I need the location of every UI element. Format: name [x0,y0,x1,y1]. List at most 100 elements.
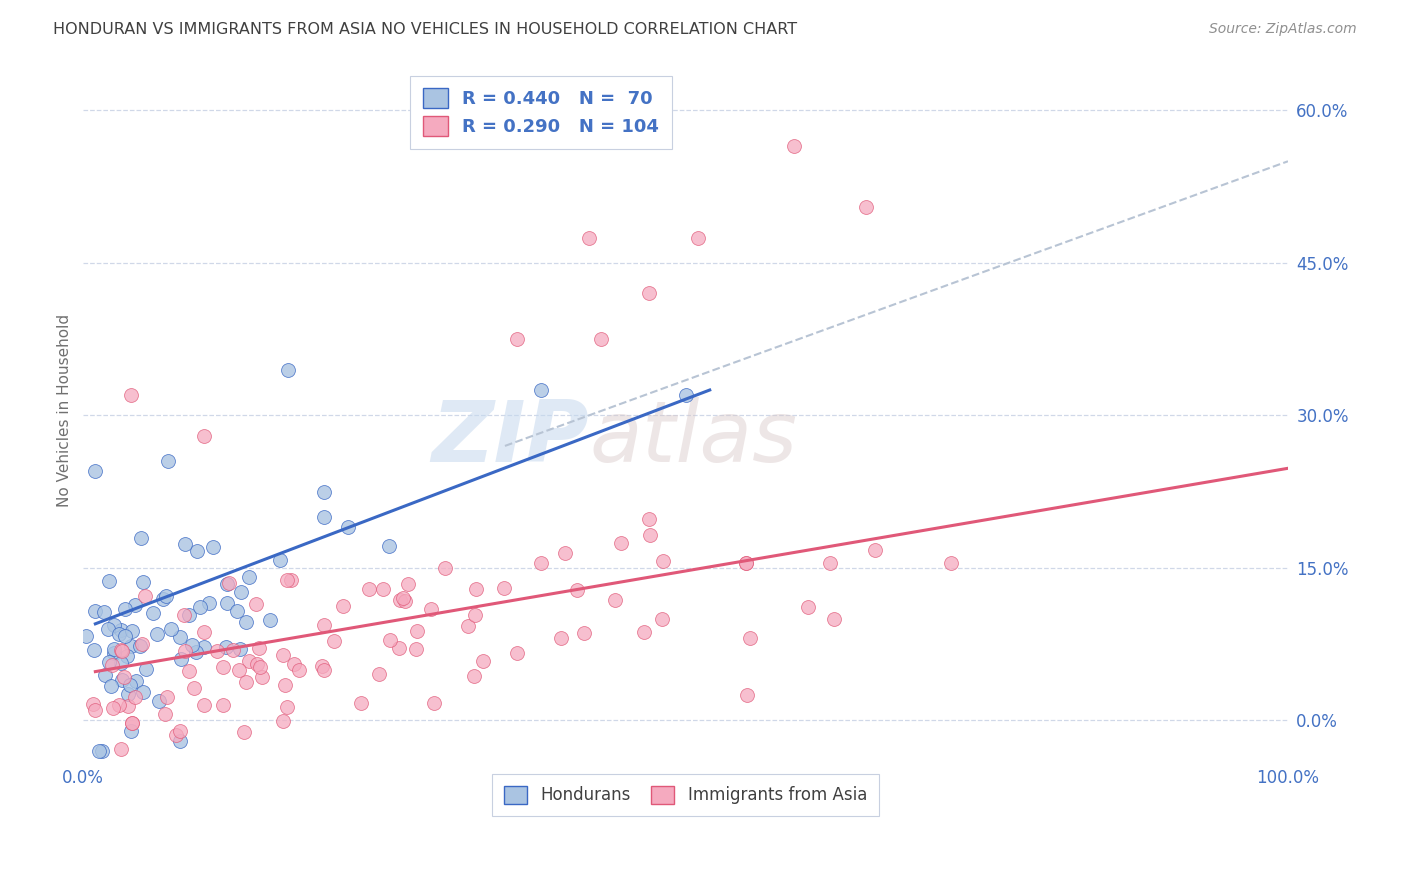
Point [132,685,155,699]
Point [87,744,110,758]
Point [156,454,179,468]
Point [103,642,125,657]
Point [939,556,962,570]
Point [232,724,254,739]
Text: HONDURAN VS IMMIGRANTS FROM ASIA NO VEHICLES IN HOUSEHOLD CORRELATION CHART: HONDURAN VS IMMIGRANTS FROM ASIA NO VEHI… [53,22,797,37]
Point [121,715,143,730]
Point [177,665,200,679]
Point [420,602,443,616]
Point [93,605,115,619]
Point [235,675,257,690]
Point [103,646,125,660]
Text: atlas: atlas [589,397,797,480]
Point [377,539,399,553]
Point [311,659,333,673]
Point [464,608,486,623]
Point [222,643,245,657]
Point [357,582,380,597]
Point [193,698,215,712]
Text: Source: ZipAtlas.com: Source: ZipAtlas.com [1209,22,1357,37]
Point [271,714,294,728]
Point [174,537,197,551]
Point [274,678,297,692]
Point [84,703,107,717]
Point [186,544,208,558]
Point [238,654,260,668]
Point [114,602,136,616]
Point [457,619,479,633]
Point [107,698,129,713]
Point [170,652,193,666]
Point [276,574,298,588]
Point [389,593,412,607]
Point [135,662,157,676]
Point [160,622,183,636]
Point [277,362,299,376]
Point [82,697,104,711]
Point [148,694,170,708]
Point [603,592,626,607]
Point [214,640,236,654]
Point [129,531,152,545]
Point [229,584,252,599]
Point [211,698,233,712]
Point [506,646,529,660]
Point [111,644,134,658]
Legend: Hondurans, Immigrants from Asia: Hondurans, Immigrants from Asia [492,774,879,816]
Point [740,631,762,645]
Point [350,696,373,710]
Point [550,631,572,645]
Point [463,669,485,683]
Point [235,615,257,629]
Point [124,598,146,612]
Point [153,706,176,721]
Point [193,640,215,654]
Point [405,624,427,638]
Point [238,570,260,584]
Point [610,536,633,550]
Point [863,543,886,558]
Point [371,582,394,596]
Point [100,679,122,693]
Point [181,638,204,652]
Point [169,733,191,747]
Point [675,388,697,402]
Point [198,596,221,610]
Point [103,617,125,632]
Point [572,625,595,640]
Point [179,607,201,622]
Point [783,139,806,153]
Point [115,648,138,663]
Point [423,696,446,710]
Point [152,592,174,607]
Point [146,627,169,641]
Point [156,690,179,704]
Point [249,660,271,674]
Point [332,599,354,614]
Point [188,600,211,615]
Point [174,643,197,657]
Point [824,612,846,626]
Point [173,608,195,623]
Y-axis label: No Vehicles in Household: No Vehicles in Household [58,314,72,507]
Point [269,553,291,567]
Point [797,600,820,615]
Point [530,556,553,570]
Point [337,520,360,534]
Point [735,688,758,702]
Point [117,699,139,714]
Point [245,597,267,611]
Point [312,663,335,677]
Point [228,663,250,677]
Point [530,383,553,397]
Point [155,589,177,603]
Point [134,589,156,603]
Point [640,527,662,541]
Point [90,744,112,758]
Point [394,594,416,608]
Point [314,618,336,632]
Point [120,677,142,691]
Point [288,663,311,677]
Point [98,574,121,588]
Point [114,629,136,643]
